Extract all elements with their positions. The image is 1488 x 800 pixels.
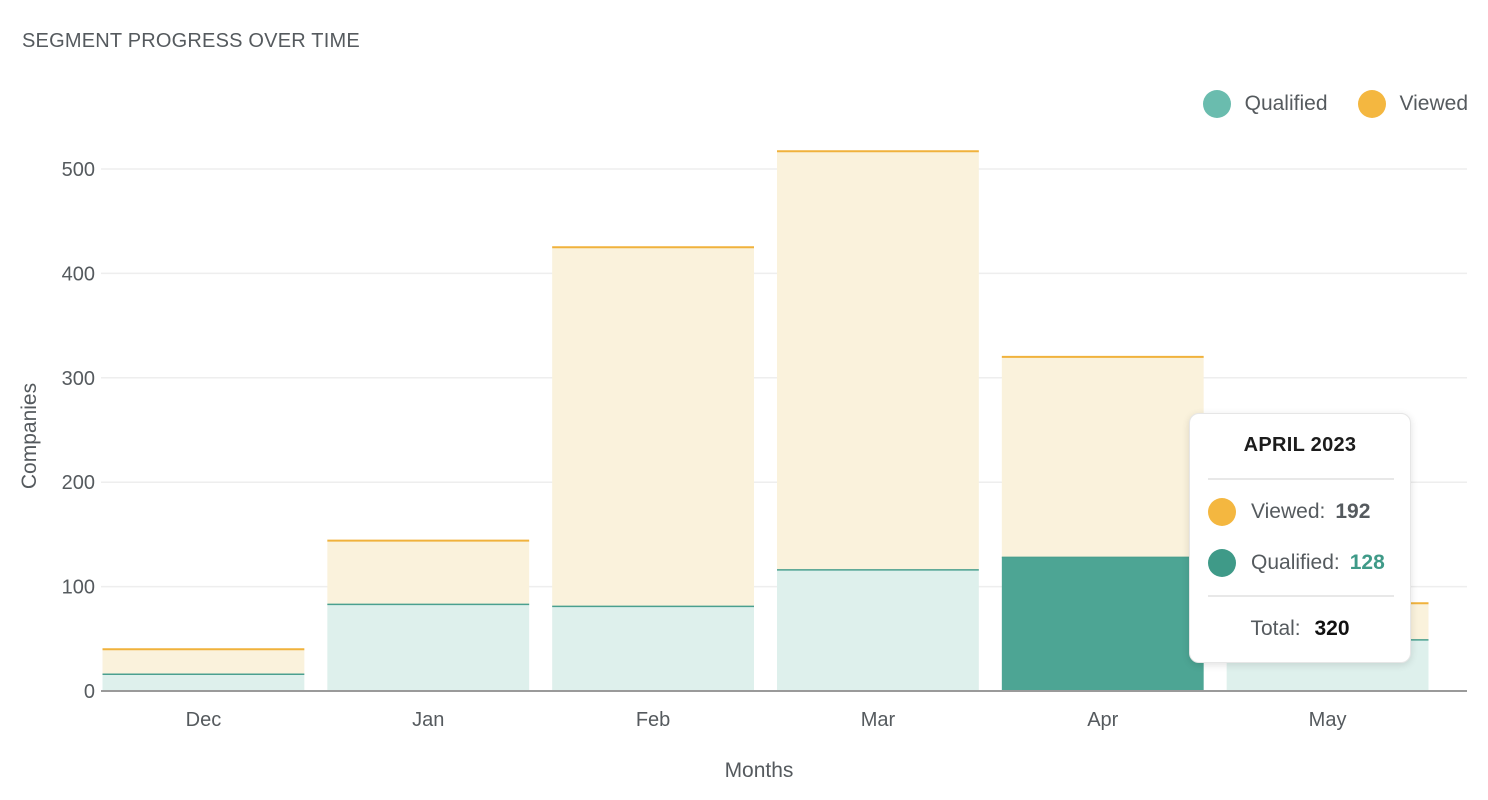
x-tick-label: Mar [861, 709, 896, 731]
y-tick-label: 100 [62, 577, 95, 599]
legend-swatch-qualified [1202, 90, 1231, 118]
bar-viewed-apr[interactable] [1001, 356, 1204, 558]
tooltip-dot-qualified [1208, 549, 1236, 577]
legend-label-viewed: Viewed [1399, 92, 1469, 115]
axes: 0 100 200 300 400 500 Dec Jan Feb Mar Apr May [62, 159, 1467, 731]
tooltip-divider-bottom [1208, 595, 1394, 597]
bars [102, 150, 1429, 691]
tooltip-dot-viewed [1208, 498, 1236, 526]
bar-viewed-dec[interactable] [102, 649, 305, 675]
x-tick-label: Jan [412, 709, 444, 731]
x-tick-label: Feb [636, 709, 670, 731]
legend-swatch-viewed [1357, 90, 1386, 118]
legend-label-qualified: Qualified [1244, 92, 1328, 115]
chart-title: SEGMENT PROGRESS OVER TIME [22, 30, 360, 52]
tooltip-total: Total: 320 [1190, 617, 1410, 641]
legend: Qualified Viewed [1202, 90, 1469, 118]
y-tick-label: 200 [62, 472, 95, 494]
bar-viewed-jan[interactable] [327, 540, 530, 605]
tooltip-qualified-label: Qualified: [1251, 551, 1340, 574]
y-axis-title: Companies [18, 383, 41, 489]
x-tick-label: Dec [186, 709, 222, 731]
y-tick-label: 400 [62, 263, 95, 285]
tooltip-viewed-label: Viewed: [1251, 500, 1326, 523]
bar-viewed-feb[interactable] [552, 247, 754, 607]
tooltip-total-value: 320 [1314, 617, 1350, 640]
tooltip-divider-top [1208, 478, 1394, 480]
x-axis-title: Months [725, 759, 794, 782]
tooltip: APRIL 2023 Viewed: 192 Qualified: 128 To… [1189, 413, 1411, 663]
y-tick-label: 500 [62, 159, 95, 181]
y-tick-label: 300 [62, 368, 95, 390]
y-tick-label: 0 [84, 681, 95, 703]
bar-qualified-feb[interactable] [552, 606, 754, 691]
tooltip-row-qualified: Qualified: 128 [1208, 549, 1400, 577]
tooltip-total-label: Total: [1250, 617, 1301, 640]
bar-viewed-mar[interactable] [777, 151, 979, 570]
tooltip-row-viewed: Viewed: 192 [1208, 498, 1400, 526]
x-tick-label: Apr [1087, 709, 1118, 731]
legend-item-viewed[interactable]: Viewed [1357, 90, 1469, 118]
tooltip-viewed-value: 192 [1335, 500, 1371, 523]
tooltip-title: APRIL 2023 [1243, 434, 1357, 456]
bar-qualified-dec[interactable] [102, 674, 305, 691]
legend-item-qualified[interactable]: Qualified [1202, 90, 1328, 118]
bar-qualified-apr[interactable] [1001, 557, 1204, 691]
bar-qualified-mar[interactable] [777, 569, 979, 691]
tooltip-qualified-value: 128 [1349, 551, 1385, 574]
bar-qualified-jan[interactable] [327, 604, 530, 691]
x-tick-label: May [1309, 709, 1347, 731]
